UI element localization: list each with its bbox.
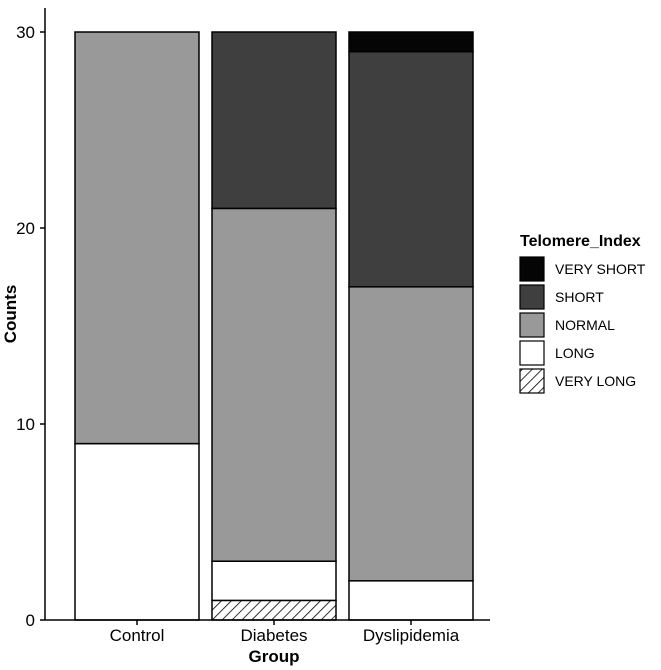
bar-segment-dyslipidemia-normal — [348, 286, 474, 582]
y-axis-ticks: 0 10 20 30 — [16, 23, 45, 630]
y-tick-label: 0 — [26, 611, 35, 630]
x-axis-ticks: Control Diabetes Dyslipidemia — [110, 620, 460, 645]
x-tick-label-dyslipidemia: Dyslipidemia — [363, 626, 460, 645]
legend-label-long: LONG — [555, 345, 595, 361]
y-tick-label: 30 — [16, 23, 35, 42]
x-axis-title: Group — [249, 647, 300, 666]
bar-segment-control-normal — [74, 31, 200, 445]
x-tick-label-diabetes: Diabetes — [240, 626, 307, 645]
legend-label-very-long: VERY LONG — [555, 373, 636, 389]
y-tick-label: 20 — [16, 219, 35, 238]
bar-segment-dyslipidemia-long — [348, 580, 474, 621]
x-tick-label-control: Control — [110, 626, 165, 645]
legend: Telomere_Index VERY SHORT SHORT NORMAL LONG… — [519, 233, 646, 394]
bar-segment-dyslipidemia-very-short — [348, 31, 474, 53]
bar-segment-dyslipidemia-short — [348, 50, 474, 288]
legend-swatch-normal — [519, 312, 545, 338]
bar-segment-diabetes-long — [211, 560, 337, 602]
y-axis-title: Counts — [1, 285, 20, 344]
legend-title: Telomere_Index — [520, 233, 641, 250]
bar-segment-diabetes-short — [211, 31, 337, 210]
legend-label-very-short: VERY SHORT — [555, 261, 646, 277]
bar-segment-control-long — [74, 442, 200, 621]
legend-swatch-short — [519, 284, 545, 310]
y-tick-label: 10 — [16, 415, 35, 434]
plot-area — [74, 31, 474, 621]
legend-swatch-very-short — [519, 256, 545, 282]
legend-label-normal: NORMAL — [555, 317, 615, 333]
bar-segment-diabetes-very-long — [211, 599, 337, 621]
legend-swatch-long — [519, 340, 545, 366]
legend-swatch-very-long — [519, 368, 545, 394]
legend-label-short: SHORT — [555, 289, 604, 305]
bar-segment-diabetes-normal — [211, 207, 337, 562]
